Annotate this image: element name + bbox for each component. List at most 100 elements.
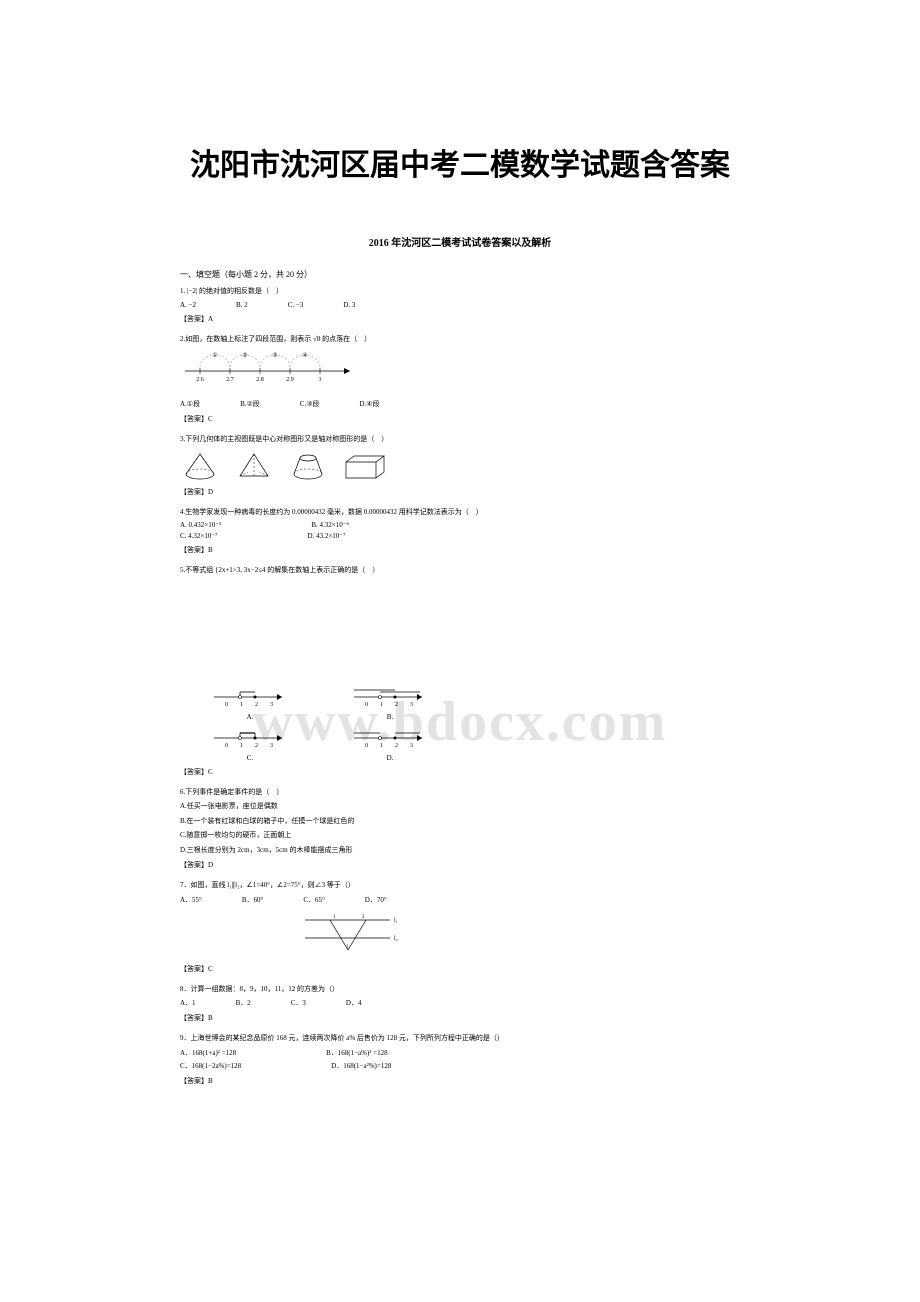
q9-opt-c: C．168(1−2a%)=128 bbox=[180, 1061, 241, 1071]
svg-text:1: 1 bbox=[380, 743, 383, 749]
svg-text:0: 0 bbox=[365, 743, 368, 749]
q4-text: 4.生物学家发现一种病毒的长度约为 0.00000432 毫米，数据 0.000… bbox=[180, 507, 740, 518]
q9-opt-a: A．168(1+a)² =128 bbox=[180, 1048, 236, 1058]
q8-options: A．1 B．2 C．3 D．4 bbox=[180, 998, 740, 1008]
page-break-space bbox=[180, 580, 740, 680]
q8-opt-d: D．4 bbox=[346, 998, 362, 1008]
q2-opt-c: C.③段 bbox=[300, 399, 320, 409]
q9-opt-b: B．168(1−a%)² =128 bbox=[326, 1048, 388, 1058]
frustum-icon bbox=[288, 450, 328, 482]
q7-options: A．55° B．60° C．65° D．70° bbox=[180, 895, 740, 905]
q4-opt-b: B. 4.32×10⁻⁶ bbox=[311, 521, 349, 529]
q5-figures-row1: 0 1 2 3 A. 0 1 2 3 B. bbox=[210, 685, 740, 721]
circle-4: ④ bbox=[302, 352, 307, 359]
q7-text: 7．如图，直线 l₁∥l₂，∠1=40°，∠2=75°，则∠3 等于（） bbox=[180, 880, 740, 891]
tick-1: 2.6 bbox=[196, 377, 204, 383]
q5-label-c: C. bbox=[210, 754, 290, 762]
q2-text: 2.如图，在数轴上标注了四段范围，则表示 √8 的点落在（ ） bbox=[180, 334, 740, 345]
svg-text:3: 3 bbox=[270, 743, 273, 749]
q7-answer: 【答案】C bbox=[180, 964, 740, 974]
q7-opt-b: B．60° bbox=[242, 895, 263, 905]
q1-opt-c: C. −3 bbox=[288, 301, 304, 309]
q9-options: A．168(1+a)² =128 B．168(1−a%)² =128 C．168… bbox=[180, 1048, 740, 1071]
q8-text: 8．计算一组数据：8，9，10，11，12 的方差为（） bbox=[180, 984, 740, 995]
q5-text: 5.不等式组 {2x+1>3, 3x−2≤4 的解集在数轴上表示正确的是（ ） bbox=[180, 565, 740, 576]
svg-text:2: 2 bbox=[362, 915, 365, 920]
q5-answer: 【答案】C bbox=[180, 767, 740, 777]
q1-text: 1. |−2| 的绝对值的相反数是（ ） bbox=[180, 286, 740, 297]
q5-fig-a: 0 1 2 3 A. bbox=[210, 685, 290, 721]
section-header: 一、填空题（每小题 2 分，共 20 分） bbox=[180, 269, 740, 280]
q7-figure: l₁ l₂ 1 2 3 bbox=[300, 910, 740, 959]
q3-answer: 【答案】D bbox=[180, 487, 740, 497]
circle-3: ③ bbox=[272, 352, 277, 359]
svg-text:0: 0 bbox=[225, 702, 228, 708]
circle-1: ① bbox=[212, 352, 217, 359]
q4-opt-c: C. 4.32×10⁻⁷ bbox=[180, 532, 218, 540]
q6-line-b: B.在一个装有红球和白球的箱子中，任摸一个球是红色的 bbox=[180, 816, 740, 827]
q5-label-a: A. bbox=[210, 713, 290, 721]
svg-text:1: 1 bbox=[333, 915, 336, 920]
cone-icon bbox=[180, 450, 220, 482]
svg-text:1: 1 bbox=[240, 743, 243, 749]
svg-text:1: 1 bbox=[240, 702, 243, 708]
tick-5: 3 bbox=[319, 377, 322, 383]
q9-answer: 【答案】B bbox=[180, 1076, 740, 1086]
q5-fig-c: 0 1 2 3 C. bbox=[210, 726, 290, 762]
q7-opt-c: C．65° bbox=[303, 895, 324, 905]
q2-opt-b: B.②段 bbox=[240, 399, 260, 409]
q8-opt-a: A．1 bbox=[180, 998, 196, 1008]
cuboid-icon bbox=[342, 450, 388, 482]
q6-answer: 【答案】D bbox=[180, 860, 740, 870]
svg-text:3: 3 bbox=[410, 702, 413, 708]
q1-answer: 【答案】A bbox=[180, 314, 740, 324]
sub-title: 2016 年沈河区二模考试试卷答案以及解析 bbox=[180, 234, 740, 249]
q4-opt-a: A. 0.432×10⁻⁵ bbox=[180, 521, 221, 529]
tick-3: 2.8 bbox=[256, 377, 264, 383]
svg-text:3: 3 bbox=[270, 702, 273, 708]
q9-text: 9．上海世博会的某纪念品原价 168 元，连续两次降价 a% 后售价为 128 … bbox=[180, 1033, 740, 1044]
main-title: 沈阳市沈河区届中考二模数学试题含答案 bbox=[180, 140, 740, 184]
q8-answer: 【答案】B bbox=[180, 1013, 740, 1023]
q4-options: A. 0.432×10⁻⁵ B. 4.32×10⁻⁶ C. 4.32×10⁻⁷ … bbox=[180, 521, 740, 540]
q1-opt-b: B. 2 bbox=[236, 301, 248, 309]
q3-figures bbox=[180, 450, 740, 482]
pyramid-icon bbox=[234, 450, 274, 482]
q5-label-d: D. bbox=[350, 754, 430, 762]
q6-text: 6.下列事件是确定事件的是（ ） bbox=[180, 787, 740, 798]
q3-text: 3.下列几何体的主视图既是中心对称图形又是轴对称图形的是（ ） bbox=[180, 434, 740, 445]
q5-label-b: B. bbox=[350, 713, 430, 721]
svg-text:l₁: l₁ bbox=[394, 918, 398, 924]
q1-options: A. −2 B. 2 C. −3 D. 3 bbox=[180, 301, 740, 309]
q7-opt-a: A．55° bbox=[180, 895, 202, 905]
q1-opt-d: D. 3 bbox=[343, 301, 355, 309]
q5-fig-d: 0 1 2 3 D. bbox=[350, 726, 430, 762]
q2-answer: 【答案】C bbox=[180, 414, 740, 424]
q8-opt-c: C．3 bbox=[291, 998, 306, 1008]
q4-answer: 【答案】B bbox=[180, 545, 740, 555]
q2-options: A.①段 B.②段 C.③段 D.④段 bbox=[180, 399, 740, 409]
q5-fig-b: 0 1 2 3 B. bbox=[350, 685, 430, 721]
svg-text:2: 2 bbox=[255, 743, 258, 749]
svg-text:2: 2 bbox=[395, 702, 398, 708]
q2-opt-a: A.①段 bbox=[180, 399, 200, 409]
document-content: 沈阳市沈河区届中考二模数学试题含答案 2016 年沈河区二模考试试卷答案以及解析… bbox=[0, 0, 920, 1136]
tick-2: 2.7 bbox=[226, 377, 234, 383]
q9-opt-d: D．168(1−a²%)=128 bbox=[331, 1061, 391, 1071]
q7-opt-d: D．70° bbox=[365, 895, 387, 905]
q2-figure: ① ② ③ ④ 2.6 2.7 2.8 2.9 3 bbox=[180, 349, 740, 396]
svg-text:l₂: l₂ bbox=[394, 936, 398, 942]
svg-text:0: 0 bbox=[225, 743, 228, 749]
svg-text:2: 2 bbox=[395, 743, 398, 749]
circle-2: ② bbox=[242, 352, 247, 359]
q4-opt-d: D. 43.2×10⁻⁷ bbox=[308, 532, 346, 540]
svg-text:3: 3 bbox=[410, 743, 413, 749]
q6-line-d: D.三根长度分别为 2cm，3cm，5cm 的木棒能摆成三角形 bbox=[180, 845, 740, 856]
q6-line-c: C.随意掷一枚均匀的硬币，正面朝上 bbox=[180, 830, 740, 841]
svg-text:2: 2 bbox=[255, 702, 258, 708]
svg-text:0: 0 bbox=[365, 702, 368, 708]
svg-text:1: 1 bbox=[380, 702, 383, 708]
tick-4: 2.9 bbox=[286, 377, 294, 383]
q8-opt-b: B．2 bbox=[236, 998, 251, 1008]
q1-opt-a: A. −2 bbox=[180, 301, 196, 309]
